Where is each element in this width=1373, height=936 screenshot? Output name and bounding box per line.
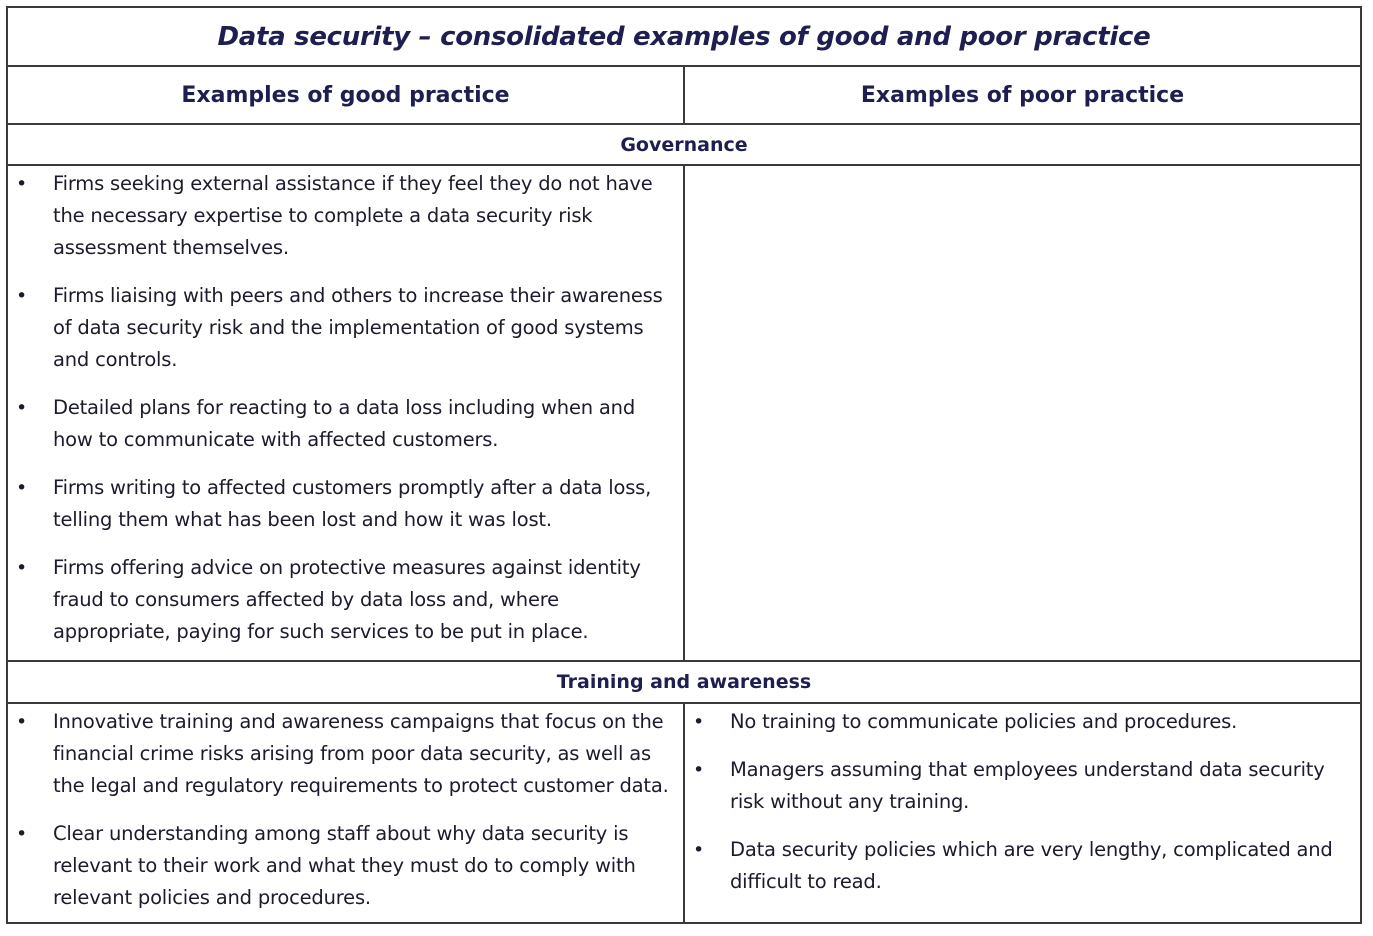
list-item-text: Managers assuming that employees underst…: [730, 758, 1325, 813]
training-poor-column: • No training to communicate policies an…: [685, 704, 1360, 922]
list-item-text: Firms seeking external assistance if the…: [53, 172, 653, 259]
practice-table: Data security – consolidated examples of…: [6, 6, 1362, 924]
list-item: • Clear understanding among staff about …: [8, 818, 683, 914]
list-item-text: Clear understanding among staff about wh…: [53, 822, 636, 909]
section-heading-governance: Governance: [8, 125, 1360, 166]
list-item-text: Firms writing to affected customers prom…: [53, 476, 652, 531]
training-good-column: • Innovative training and awareness camp…: [8, 704, 685, 922]
training-good-list: • Innovative training and awareness camp…: [8, 706, 683, 914]
list-item: • No training to communicate policies an…: [685, 706, 1360, 738]
list-item-text: Detailed plans for reacting to a data lo…: [53, 396, 636, 451]
bullet-icon: •: [16, 285, 28, 307]
governance-good-column: • Firms seeking external assistance if t…: [8, 166, 685, 660]
bullet-icon: •: [16, 557, 28, 579]
list-item: • Firms liaising with peers and others t…: [8, 280, 683, 376]
list-item-text: No training to communicate policies and …: [730, 710, 1238, 733]
training-poor-list: • No training to communicate policies an…: [685, 706, 1360, 898]
section-body-governance: • Firms seeking external assistance if t…: [8, 166, 1360, 662]
governance-good-list: • Firms seeking external assistance if t…: [8, 168, 683, 648]
bullet-icon: •: [16, 477, 28, 499]
governance-poor-column: [685, 166, 1360, 660]
list-item-text: Firms offering advice on protective meas…: [53, 556, 641, 643]
section-heading-training: Training and awareness: [8, 662, 1360, 704]
bullet-icon: •: [16, 173, 28, 195]
list-item: • Firms writing to affected customers pr…: [8, 472, 683, 536]
list-item: • Firms offering advice on protective me…: [8, 552, 683, 648]
list-item: • Detailed plans for reacting to a data …: [8, 392, 683, 456]
column-header-row: Examples of good practice Examples of po…: [8, 67, 1360, 125]
bullet-icon: •: [693, 759, 705, 781]
list-item-text: Firms liaising with peers and others to …: [53, 284, 663, 371]
bullet-icon: •: [16, 711, 28, 733]
list-item: • Firms seeking external assistance if t…: [8, 168, 683, 264]
table-title: Data security – consolidated examples of…: [8, 8, 1360, 67]
list-item: • Managers assuming that employees under…: [685, 754, 1360, 818]
bullet-icon: •: [693, 839, 705, 861]
list-item: • Innovative training and awareness camp…: [8, 706, 683, 802]
list-item: • Data security policies which are very …: [685, 834, 1360, 898]
bullet-icon: •: [16, 397, 28, 419]
list-item-text: Innovative training and awareness campai…: [53, 710, 669, 797]
bullet-icon: •: [693, 711, 705, 733]
good-practice-header: Examples of good practice: [8, 67, 685, 123]
section-body-training: • Innovative training and awareness camp…: [8, 704, 1360, 922]
list-item-text: Data security policies which are very le…: [730, 838, 1333, 893]
bullet-icon: •: [16, 823, 28, 845]
poor-practice-header: Examples of poor practice: [860, 82, 1185, 108]
